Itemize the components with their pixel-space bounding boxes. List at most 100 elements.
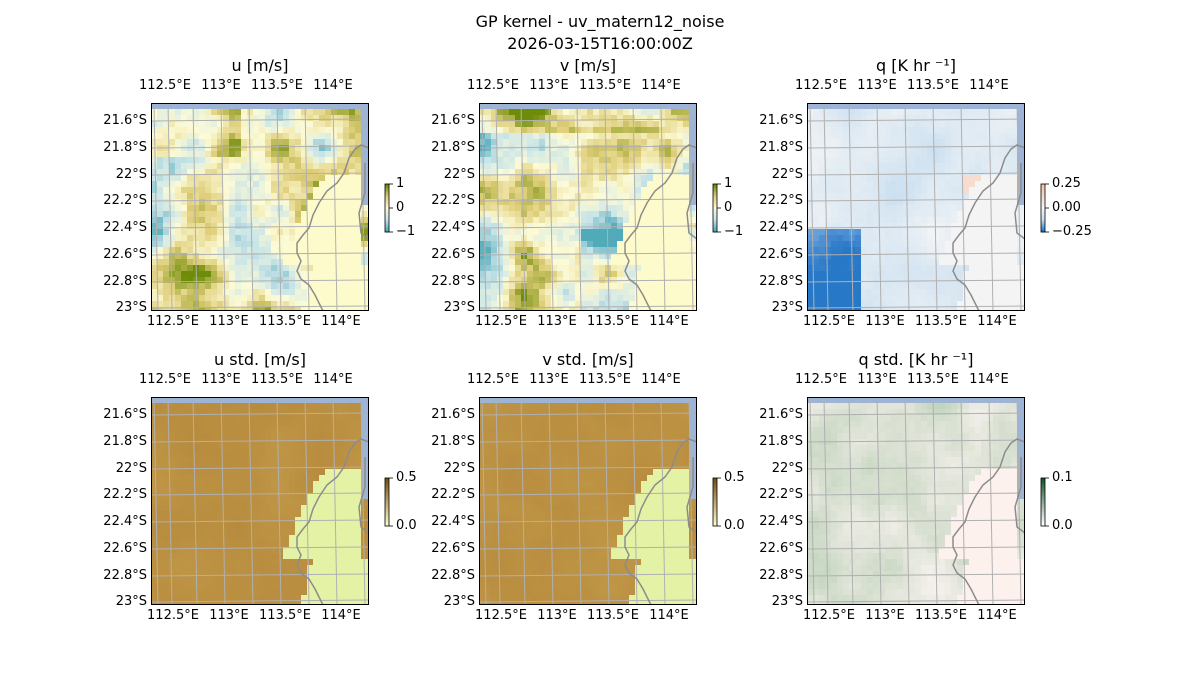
lon-tick-top: 113°E (201, 78, 241, 93)
map-frame (807, 397, 1025, 605)
lat-tick: 23°S (443, 300, 475, 315)
lon-tick-top: 113.5°E (907, 372, 959, 387)
lon-tick-bottom: 112.5°E (475, 608, 527, 623)
lon-tick-bottom: 113°E (209, 608, 249, 623)
lon-tick-bottom: 113°E (209, 314, 249, 329)
lon-tick-top: 113°E (857, 78, 897, 93)
map-field-qstd (807, 397, 1025, 605)
lat-tick: 22.6°S (103, 541, 147, 556)
lat-tick: 22°S (115, 461, 147, 476)
lat-tick: 22°S (771, 167, 803, 182)
colorbar-tick-qstd: 0.0 (1052, 518, 1073, 533)
coastline-east (358, 457, 369, 534)
colorbar-tick-vstd: 0.5 (724, 470, 745, 485)
lon-tick-bottom: 113.5°E (587, 314, 639, 329)
lon-tick-bottom: 114°E (321, 608, 361, 623)
lat-tick: 23°S (115, 300, 147, 315)
panel-title-v: v [m/s] (559, 56, 617, 75)
lon-tick-bottom: 113.5°E (259, 608, 311, 623)
lon-tick-top: 114°E (313, 78, 353, 93)
map-field-q (807, 103, 1025, 311)
figure-title: GP kernel - uv_matern12_noise (475, 12, 725, 31)
map-field-ustd (151, 397, 369, 605)
colorbar-tick-v: −1 (724, 224, 744, 239)
map-frame (151, 397, 369, 605)
colorbar-tick-v: 0 (724, 200, 733, 215)
map-panel-q (807, 103, 1025, 311)
lon-tick-top: 113.5°E (251, 78, 303, 93)
lat-tick: 21.8°S (759, 140, 803, 155)
lat-tick: 22.8°S (103, 274, 147, 289)
map-panel-vstd (479, 397, 697, 605)
lat-tick: 21.6°S (759, 407, 803, 422)
coastline (952, 144, 1025, 311)
lat-tick: 21.8°S (103, 434, 147, 449)
lon-tick-top: 112.5°E (467, 78, 519, 93)
lat-tick: 22.2°S (103, 487, 147, 502)
coastline-east (1014, 457, 1025, 534)
colorbar-tick-q: −0.25 (1052, 224, 1092, 239)
colorbar-tick-ustd: 0.5 (396, 470, 417, 485)
lat-tick: 22.8°S (759, 274, 803, 289)
map-field-v (479, 103, 697, 311)
panel-title-u: u [m/s] (231, 56, 289, 75)
lon-tick-bottom: 112.5°E (803, 314, 855, 329)
lat-tick: 22.4°S (431, 220, 475, 235)
graticule (151, 397, 369, 605)
map-frame (479, 103, 697, 311)
lon-tick-bottom: 113°E (537, 314, 577, 329)
lon-tick-bottom: 114°E (977, 608, 1017, 623)
lon-tick-bottom: 112.5°E (147, 608, 199, 623)
lat-tick: 22.4°S (103, 220, 147, 235)
map-field-u (151, 103, 369, 311)
coastline (296, 438, 369, 605)
lon-tick-top: 113.5°E (907, 78, 959, 93)
lon-tick-bottom: 112.5°E (147, 314, 199, 329)
colorbar-tick-q: 0.00 (1052, 200, 1081, 215)
lon-tick-top: 114°E (313, 372, 353, 387)
lon-tick-top: 114°E (641, 78, 681, 93)
lon-tick-bottom: 114°E (977, 314, 1017, 329)
lat-tick: 22°S (771, 461, 803, 476)
coastline (624, 144, 697, 311)
lat-tick: 21.8°S (431, 434, 475, 449)
lat-tick: 22.8°S (431, 274, 475, 289)
colorbar-tick-u: −1 (396, 224, 416, 239)
colorbar-tick-u: 0 (396, 200, 405, 215)
map-panel-v (479, 103, 697, 311)
lat-tick: 22.8°S (103, 568, 147, 583)
figure-timestamp: 2026-03-15T16:00:00Z (507, 34, 693, 53)
panel-title-ustd: u std. [m/s] (214, 350, 306, 369)
lat-tick: 22.4°S (759, 220, 803, 235)
field-cells (479, 403, 697, 605)
lon-tick-top: 113.5°E (579, 78, 631, 93)
panel-title-qstd: q std. [K hr ⁻¹] (858, 350, 974, 369)
coastline (296, 144, 369, 311)
lon-tick-top: 112.5°E (139, 372, 191, 387)
lat-tick: 22.2°S (759, 193, 803, 208)
lat-tick: 22.2°S (431, 193, 475, 208)
lat-tick: 23°S (771, 300, 803, 315)
lat-tick: 21.8°S (759, 434, 803, 449)
panel-title-q: q [K hr ⁻¹] (876, 56, 956, 75)
panel-title-vstd: v std. [m/s] (542, 350, 634, 369)
field-cells (151, 109, 369, 311)
colorbar-tick-u: 1 (396, 176, 405, 191)
coastline-east (358, 163, 369, 240)
lon-tick-top: 112.5°E (795, 372, 847, 387)
lat-tick: 23°S (443, 594, 475, 609)
lon-tick-top: 113°E (857, 372, 897, 387)
lat-tick: 22.4°S (759, 514, 803, 529)
lat-tick: 22.6°S (759, 247, 803, 262)
map-frame (151, 103, 369, 311)
coastline (952, 438, 1025, 605)
colorbar-qstd (1040, 477, 1049, 527)
lat-tick: 22°S (443, 167, 475, 182)
lon-tick-top: 112.5°E (795, 78, 847, 93)
lon-tick-top: 114°E (641, 372, 681, 387)
lon-tick-bottom: 113.5°E (259, 314, 311, 329)
lon-tick-top: 114°E (969, 372, 1009, 387)
lat-tick: 22.2°S (431, 487, 475, 502)
lat-tick: 22°S (115, 167, 147, 182)
